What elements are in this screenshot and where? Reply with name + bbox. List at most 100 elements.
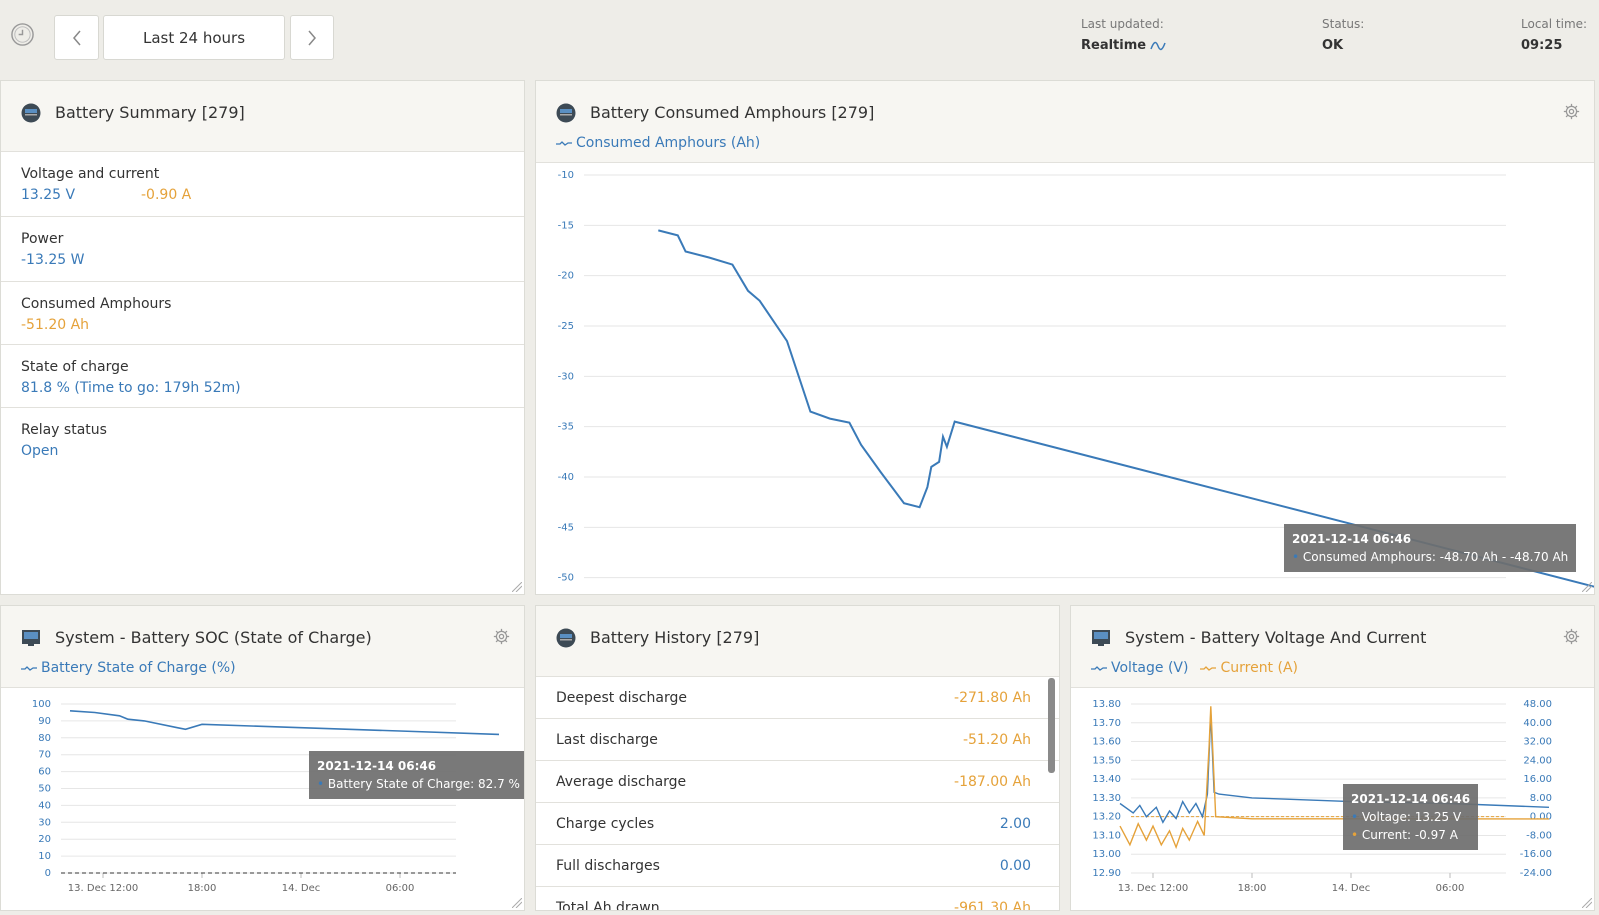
chevron-left-icon: [72, 30, 81, 45]
status: Status: OK: [1322, 17, 1364, 53]
history-row: Deepest discharge -271.80 Ah: [536, 677, 1059, 719]
y-tick-label: 13.40: [1092, 774, 1121, 785]
y-tick-label: 13.00: [1092, 849, 1121, 860]
x-tick-label: 14. Dec: [1332, 883, 1370, 894]
battery-soc-panel: System - Battery SOC (State of Charge) B…: [0, 605, 525, 911]
gear-icon[interactable]: [1563, 103, 1580, 120]
legend-item-consumed[interactable]: Consumed Amphours (Ah): [556, 135, 760, 151]
voltage-value: 13.25 V: [21, 187, 76, 203]
y-tick-label: 0: [45, 868, 51, 879]
y-tick-label: 13.10: [1092, 830, 1121, 841]
x-tick-label: 18:00: [1238, 883, 1267, 894]
y-tick-label: 50: [38, 784, 51, 795]
resize-handle-icon[interactable]: [512, 582, 522, 592]
y-tick-label: -50: [558, 573, 574, 584]
y-tick-label: -40: [558, 472, 574, 483]
series-line-icon: [1091, 666, 1107, 671]
battery-history-panel: Battery History [279] Deepest discharge -…: [535, 605, 1060, 911]
y-tick-label-right: 16.00: [1523, 774, 1552, 785]
history-row: Charge cycles 2.00: [536, 803, 1059, 845]
y-tick-label: -10: [558, 170, 574, 181]
system-monitor-icon: [22, 630, 40, 646]
legend-item-soc[interactable]: Battery State of Charge (%): [21, 660, 236, 676]
y-tick-label: 13.80: [1092, 699, 1121, 710]
y-tick-label: 40: [38, 800, 51, 811]
soc-value: 81.8 % (Time to go: 179h 52m): [21, 380, 241, 396]
history-list[interactable]: Deepest discharge -271.80 Ah Last dischar…: [536, 677, 1059, 910]
series-line: [658, 229, 1594, 588]
battery-monitor-icon: [556, 628, 576, 648]
power-row: Power -13.25 W: [1, 217, 524, 282]
voltage-current-chart[interactable]: 13.80 13.70 13.60 13.50 13.40 13.30 13.20 13.10…: [1071, 688, 1595, 910]
current-value: -0.90 A: [141, 187, 192, 203]
clock-icon[interactable]: [10, 22, 35, 47]
history-row: Full discharges 0.00: [536, 845, 1059, 887]
resize-handle-icon[interactable]: [1582, 582, 1592, 592]
y-tick-label: -25: [558, 321, 574, 332]
series-line: [1119, 706, 1550, 850]
chart-tooltip: 2021-12-14 06:46 • Battery State of Char…: [309, 751, 524, 799]
panel-title: Battery Consumed Amphours [279]: [590, 103, 875, 122]
voltage-current-panel: System - Battery Voltage And Current Vol…: [1070, 605, 1595, 911]
y-tick-label-right: 32.00: [1523, 737, 1552, 748]
x-tick-label: 06:00: [386, 883, 415, 894]
time-range-selector[interactable]: Last 24 hours: [103, 15, 285, 60]
relay-status-row: Relay status Open: [1, 408, 524, 473]
x-tick-label: 13. Dec 12:00: [1118, 883, 1188, 894]
consumed-value: -51.20 Ah: [21, 317, 90, 333]
chart-legend: Voltage (V) Current (A): [1091, 660, 1298, 676]
top-bar: Last 24 hours Last updated: Realtime Sta…: [0, 0, 1599, 78]
local-time-value: 09:25: [1521, 38, 1563, 53]
resize-handle-icon[interactable]: [1582, 898, 1592, 908]
consumed-amphours-row: Consumed Amphours -51.20 Ah: [1, 282, 524, 345]
local-time-label: Local time:: [1521, 17, 1588, 31]
power-value: -13.25 W: [21, 252, 85, 268]
legend-item-voltage[interactable]: Voltage (V): [1091, 660, 1188, 676]
chevron-right-icon: [308, 30, 316, 45]
panel-title: Battery History [279]: [590, 628, 760, 647]
chart-legend: Battery State of Charge (%): [21, 660, 236, 676]
x-tick-label: 14. Dec: [282, 883, 320, 894]
y-tick-label: -30: [558, 371, 574, 382]
y-tick-label: 30: [38, 817, 51, 828]
next-range-button[interactable]: [290, 15, 334, 60]
gear-icon[interactable]: [1563, 628, 1580, 645]
consumed-amphours-panel: Battery Consumed Amphours [279] Consumed…: [535, 80, 1595, 595]
local-time: Local time: 09:25: [1521, 17, 1587, 53]
system-monitor-icon: [1092, 630, 1110, 646]
y-tick-label-right: 8.00: [1530, 793, 1552, 804]
y-tick-label-right: 24.00: [1523, 755, 1552, 766]
status-value: OK: [1322, 38, 1344, 53]
history-row: Last discharge -51.20 Ah: [536, 719, 1059, 761]
y-tick-label: -20: [558, 271, 574, 282]
panel-title: System - Battery SOC (State of Charge): [55, 628, 372, 647]
y-tick-label-right: 0.00: [1530, 812, 1552, 823]
series-line-icon: [1200, 666, 1217, 671]
legend-item-current[interactable]: Current (A): [1200, 660, 1298, 676]
resize-handle-icon[interactable]: [512, 898, 522, 908]
state-of-charge-row: State of charge 81.8 % (Time to go: 179h…: [1, 345, 524, 408]
y-tick-label: 100: [32, 699, 51, 710]
status-label: Status:: [1322, 17, 1365, 31]
battery-summary-panel: Battery Summary [279] Voltage and curren…: [0, 80, 525, 595]
chart-tooltip: 2021-12-14 06:46 • Voltage: 13.25 V • Cu…: [1343, 784, 1479, 850]
x-tick-label: 18:00: [188, 883, 217, 894]
chart-legend: Consumed Amphours (Ah): [556, 135, 760, 151]
y-tick-label-right: -16.00: [1520, 849, 1552, 860]
y-tick-label-right: 48.00: [1523, 699, 1552, 710]
y-tick-label: -45: [558, 522, 574, 533]
consumed-amphours-chart[interactable]: -10-15-20-25-30-35-40-45-50-5513. Dec 12…: [536, 163, 1595, 595]
y-tick-label: -35: [558, 422, 574, 433]
chart-tooltip: 2021-12-14 06:46 • Consumed Amphours: -4…: [1284, 524, 1577, 572]
panel-title: Battery Summary [279]: [55, 103, 245, 122]
y-tick-label: 90: [38, 716, 51, 727]
series-line: [1119, 713, 1550, 824]
scrollbar[interactable]: [1048, 678, 1055, 773]
gear-icon[interactable]: [493, 628, 510, 645]
y-tick-label: 13.50: [1092, 755, 1121, 766]
history-row: Average discharge -187.00 Ah: [536, 761, 1059, 803]
previous-range-button[interactable]: [54, 15, 99, 60]
y-tick-label: 13.60: [1092, 737, 1121, 748]
series-line-icon: [21, 666, 37, 671]
